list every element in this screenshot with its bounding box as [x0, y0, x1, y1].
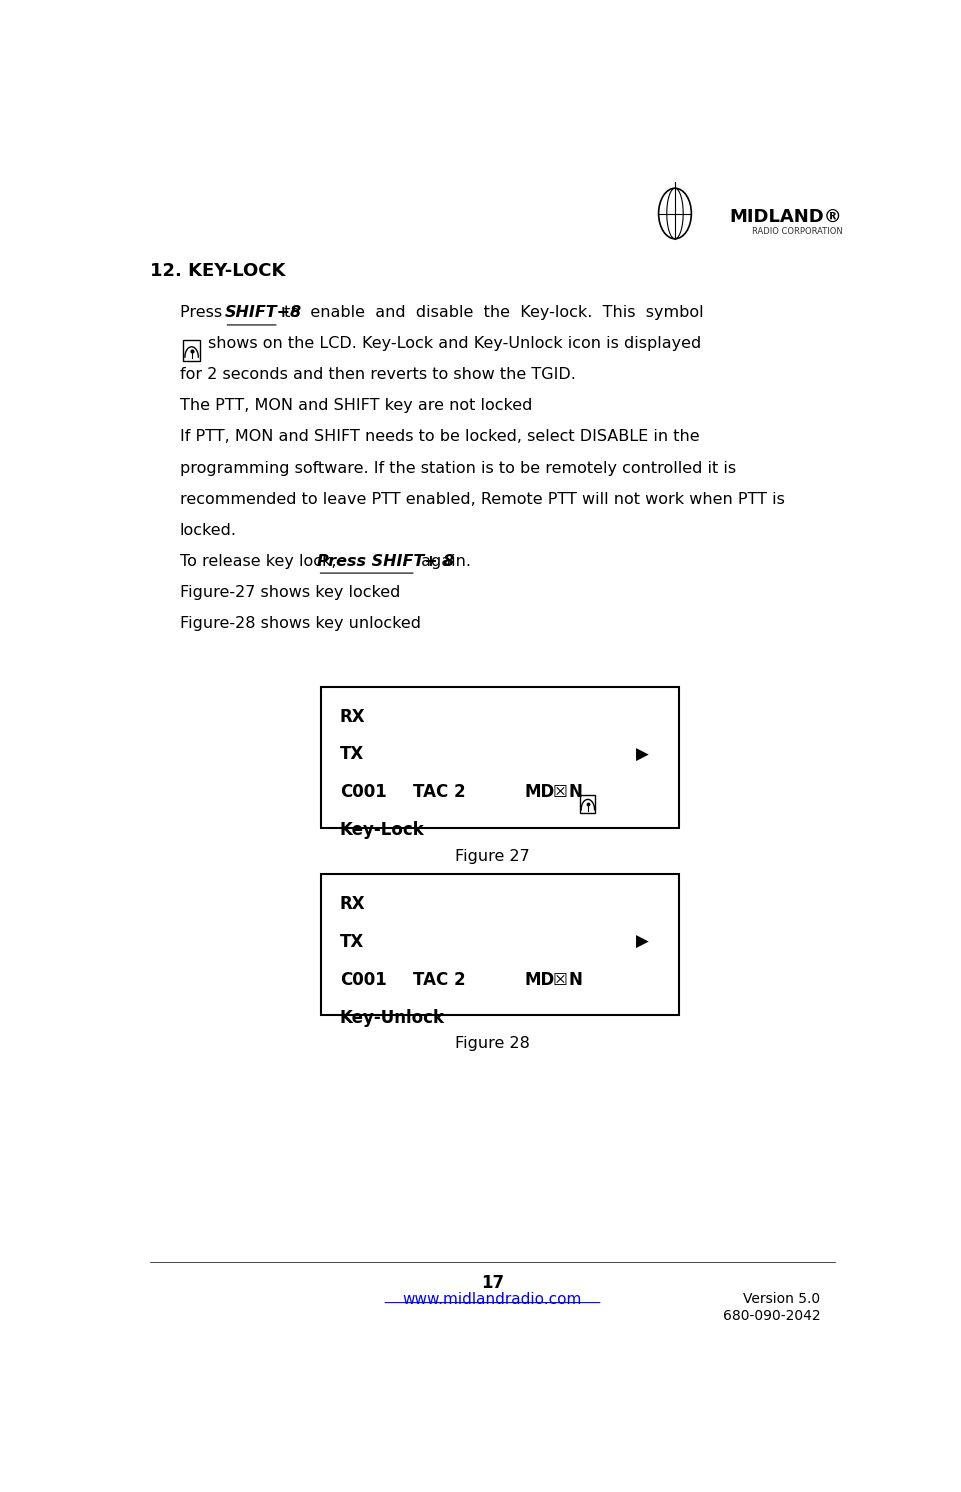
- Text: TX: TX: [340, 746, 364, 764]
- Text: N: N: [569, 971, 582, 989]
- Text: Figure-27 shows key locked: Figure-27 shows key locked: [180, 585, 400, 600]
- Text: 680-090-2042: 680-090-2042: [723, 1310, 821, 1323]
- Bar: [580, 795, 595, 813]
- Text: Press SHIFT+ 8: Press SHIFT+ 8: [317, 554, 455, 568]
- Text: Figure-28 shows key unlocked: Figure-28 shows key unlocked: [180, 616, 421, 631]
- Text: 12. KEY-LOCK: 12. KEY-LOCK: [150, 261, 285, 280]
- Text: TAC 2: TAC 2: [413, 971, 465, 989]
- Text: N: N: [569, 783, 582, 801]
- Bar: [184, 340, 200, 361]
- Text: The PTT, MON and SHIFT key are not locked: The PTT, MON and SHIFT key are not locke…: [180, 398, 532, 413]
- Text: again.: again.: [416, 554, 471, 568]
- Text: ▶: ▶: [636, 932, 649, 950]
- Text: shows on the LCD. Key-Lock and Key-Unlock icon is displayed: shows on the LCD. Key-Lock and Key-Unloc…: [208, 336, 702, 352]
- Text: locked.: locked.: [180, 522, 236, 537]
- Text: ☒: ☒: [553, 971, 567, 989]
- Text: MIDLAND®: MIDLAND®: [729, 207, 843, 225]
- Text: C001: C001: [340, 971, 386, 989]
- Text: SHIFT+8: SHIFT+8: [225, 306, 302, 321]
- Text: If PTT, MON and SHIFT needs to be locked, select DISABLE in the: If PTT, MON and SHIFT needs to be locked…: [180, 430, 700, 445]
- Bar: [321, 874, 678, 1016]
- Bar: [321, 686, 678, 828]
- Text: recommended to leave PTT enabled, Remote PTT will not work when PTT is: recommended to leave PTT enabled, Remote…: [180, 491, 784, 506]
- Text: TX: TX: [340, 932, 364, 950]
- Text: ▶: ▶: [636, 746, 649, 764]
- Text: C001: C001: [340, 783, 386, 801]
- Text: MD: MD: [525, 783, 554, 801]
- Text: Figure 28: Figure 28: [456, 1035, 530, 1050]
- Text: Press: Press: [180, 306, 227, 321]
- Text: RX: RX: [340, 707, 365, 725]
- Text: for 2 seconds and then reverts to show the TGID.: for 2 seconds and then reverts to show t…: [180, 367, 576, 382]
- Text: RADIO CORPORATION: RADIO CORPORATION: [752, 227, 843, 236]
- Text: www.midlandradio.com: www.midlandradio.com: [403, 1292, 582, 1307]
- Text: TAC 2: TAC 2: [413, 783, 465, 801]
- Text: Key-Lock: Key-Lock: [340, 821, 425, 839]
- Text: to  enable  and  disable  the  Key-lock.  This  symbol: to enable and disable the Key-lock. This…: [279, 306, 703, 321]
- Text: programming software. If the station is to be remotely controlled it is: programming software. If the station is …: [180, 461, 736, 476]
- Text: To release key lock,: To release key lock,: [180, 554, 341, 568]
- Text: ☒: ☒: [553, 783, 567, 801]
- Text: Key-Unlock: Key-Unlock: [340, 1009, 445, 1026]
- Text: 17: 17: [480, 1274, 505, 1292]
- Text: Version 5.0: Version 5.0: [743, 1292, 821, 1307]
- Text: MD: MD: [525, 971, 554, 989]
- Text: Figure 27: Figure 27: [456, 849, 530, 864]
- Text: RX: RX: [340, 895, 365, 913]
